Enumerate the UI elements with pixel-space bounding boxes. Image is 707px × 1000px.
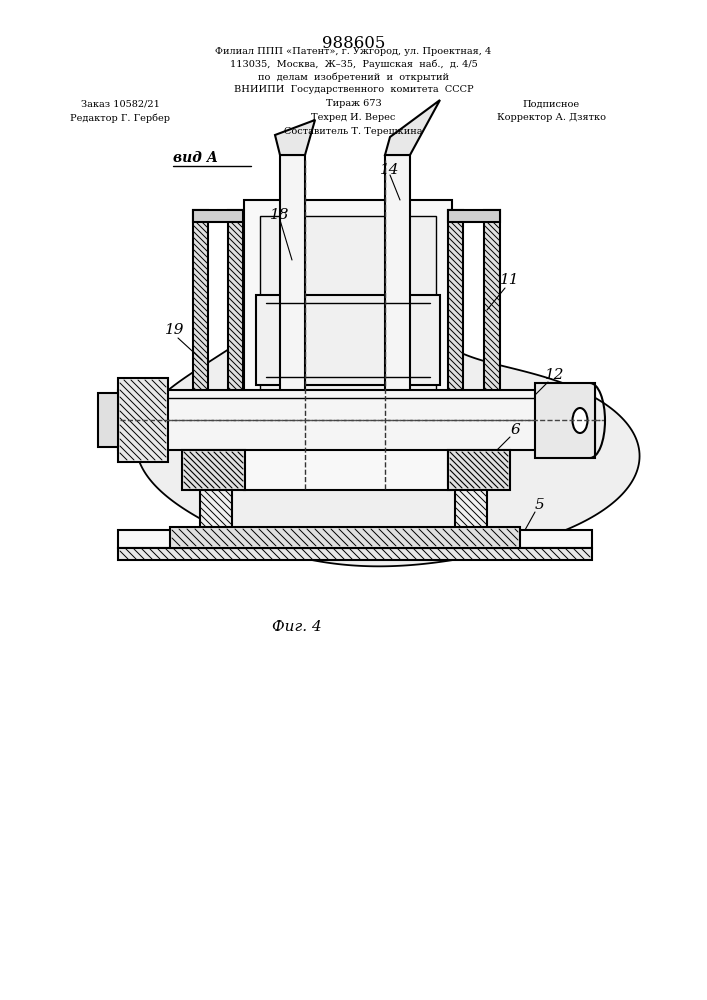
Polygon shape bbox=[170, 527, 520, 548]
Polygon shape bbox=[228, 210, 243, 485]
Text: Фиг. 4: Фиг. 4 bbox=[272, 620, 322, 634]
Text: вид А: вид А bbox=[173, 151, 218, 165]
Text: ВНИИПИ  Государственного  комитета  СССР: ВНИИПИ Государственного комитета СССР bbox=[234, 86, 473, 95]
Text: Составитель Т. Терешкина: Составитель Т. Терешкина bbox=[284, 127, 423, 136]
Polygon shape bbox=[448, 210, 500, 222]
Text: Филиал ППП «Патент», г. Ужгород, ул. Проектная, 4: Филиал ППП «Патент», г. Ужгород, ул. Про… bbox=[216, 46, 491, 55]
Text: Редактор Г. Гербер: Редактор Г. Гербер bbox=[70, 113, 170, 123]
Polygon shape bbox=[256, 295, 440, 385]
Text: Техред И. Верес: Техред И. Верес bbox=[311, 113, 396, 122]
Text: 11: 11 bbox=[501, 273, 520, 287]
Text: Заказ 10582/21: Заказ 10582/21 bbox=[81, 100, 160, 108]
Text: 12: 12 bbox=[545, 368, 565, 382]
Polygon shape bbox=[535, 383, 595, 458]
Text: Подписное: Подписное bbox=[523, 100, 580, 108]
Polygon shape bbox=[244, 200, 452, 490]
Polygon shape bbox=[193, 210, 243, 222]
Text: Корректор А. Дзятко: Корректор А. Дзятко bbox=[497, 113, 606, 122]
Text: 18: 18 bbox=[270, 208, 290, 222]
Text: 6: 6 bbox=[510, 423, 520, 437]
Polygon shape bbox=[136, 310, 640, 566]
Polygon shape bbox=[448, 450, 510, 490]
Polygon shape bbox=[193, 210, 208, 485]
Polygon shape bbox=[275, 120, 315, 155]
Polygon shape bbox=[385, 100, 440, 155]
Polygon shape bbox=[118, 378, 168, 462]
Polygon shape bbox=[200, 480, 232, 530]
Text: 113035,  Москва,  Ж–35,  Раушская  наб.,  д. 4/5: 113035, Москва, Ж–35, Раушская наб., д. … bbox=[230, 59, 477, 69]
Text: 14: 14 bbox=[380, 163, 399, 177]
Polygon shape bbox=[455, 480, 487, 530]
Polygon shape bbox=[484, 210, 500, 485]
Polygon shape bbox=[448, 210, 463, 485]
Text: по  делам  изобретений  и  открытий: по делам изобретений и открытий bbox=[258, 72, 449, 82]
Polygon shape bbox=[98, 393, 118, 447]
Polygon shape bbox=[385, 155, 410, 395]
Text: 988605: 988605 bbox=[322, 34, 385, 51]
Polygon shape bbox=[280, 155, 305, 395]
Polygon shape bbox=[118, 548, 592, 560]
Ellipse shape bbox=[573, 408, 588, 433]
Polygon shape bbox=[118, 530, 592, 548]
Polygon shape bbox=[260, 216, 436, 390]
Polygon shape bbox=[118, 390, 595, 450]
Text: Тираж 673: Тираж 673 bbox=[326, 100, 381, 108]
Text: 19: 19 bbox=[165, 323, 185, 337]
Polygon shape bbox=[182, 450, 245, 490]
Text: 5: 5 bbox=[535, 498, 545, 512]
